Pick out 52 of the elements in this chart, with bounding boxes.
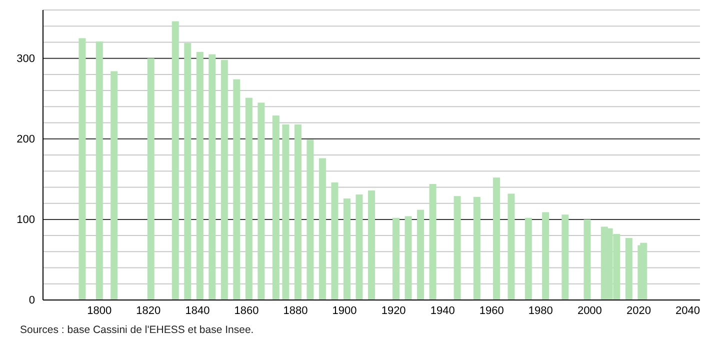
x-tick-label: 1800 — [87, 304, 112, 317]
bar — [562, 214, 569, 300]
bar — [524, 218, 532, 300]
x-tick-label: 1960 — [479, 304, 504, 317]
x-tick-label: 2020 — [626, 304, 651, 317]
bar — [318, 158, 326, 300]
x-tick-label: 1980 — [528, 304, 553, 317]
bar — [110, 71, 118, 300]
bar — [294, 124, 302, 300]
x-tick-label: 2000 — [577, 304, 602, 317]
bar — [625, 238, 632, 300]
bar — [493, 178, 500, 300]
bar — [282, 124, 290, 300]
bar — [473, 196, 480, 300]
x-tick-label: 1900 — [332, 304, 357, 317]
bar — [392, 218, 400, 300]
bar — [147, 58, 154, 300]
bar — [454, 196, 461, 300]
bar — [196, 52, 204, 300]
bar — [508, 194, 515, 300]
source-note: Sources : base Cassini de l'EHESS et base Insee. — [20, 324, 254, 336]
bar — [429, 184, 436, 300]
bar — [368, 190, 375, 300]
bar — [172, 21, 179, 300]
bar — [272, 116, 280, 300]
bar — [220, 60, 228, 300]
bar — [184, 43, 192, 300]
bar — [356, 194, 363, 300]
bar — [208, 54, 216, 300]
x-tick-label: 1860 — [234, 304, 259, 317]
bar — [258, 102, 265, 300]
x-tick-label: 2040 — [676, 304, 700, 317]
y-tick-label: 300 — [16, 52, 35, 65]
x-tick-label: 1820 — [136, 304, 161, 317]
bar — [233, 79, 240, 300]
y-tick-label: 200 — [16, 133, 35, 146]
bar — [343, 198, 350, 300]
bar — [245, 98, 252, 300]
bar — [306, 140, 314, 300]
bar — [542, 212, 550, 300]
bar — [404, 216, 412, 300]
y-tick-label: 100 — [16, 214, 35, 226]
x-tick-label: 1920 — [381, 304, 406, 317]
bar — [331, 182, 338, 300]
bar — [78, 38, 86, 300]
x-tick-label: 1940 — [430, 304, 455, 317]
y-tick-label: 0 — [28, 294, 35, 307]
bar — [584, 219, 591, 300]
x-tick-label: 1840 — [185, 304, 210, 317]
bar — [96, 41, 103, 300]
x-tick-label: 1880 — [283, 304, 308, 317]
bar — [417, 210, 424, 300]
